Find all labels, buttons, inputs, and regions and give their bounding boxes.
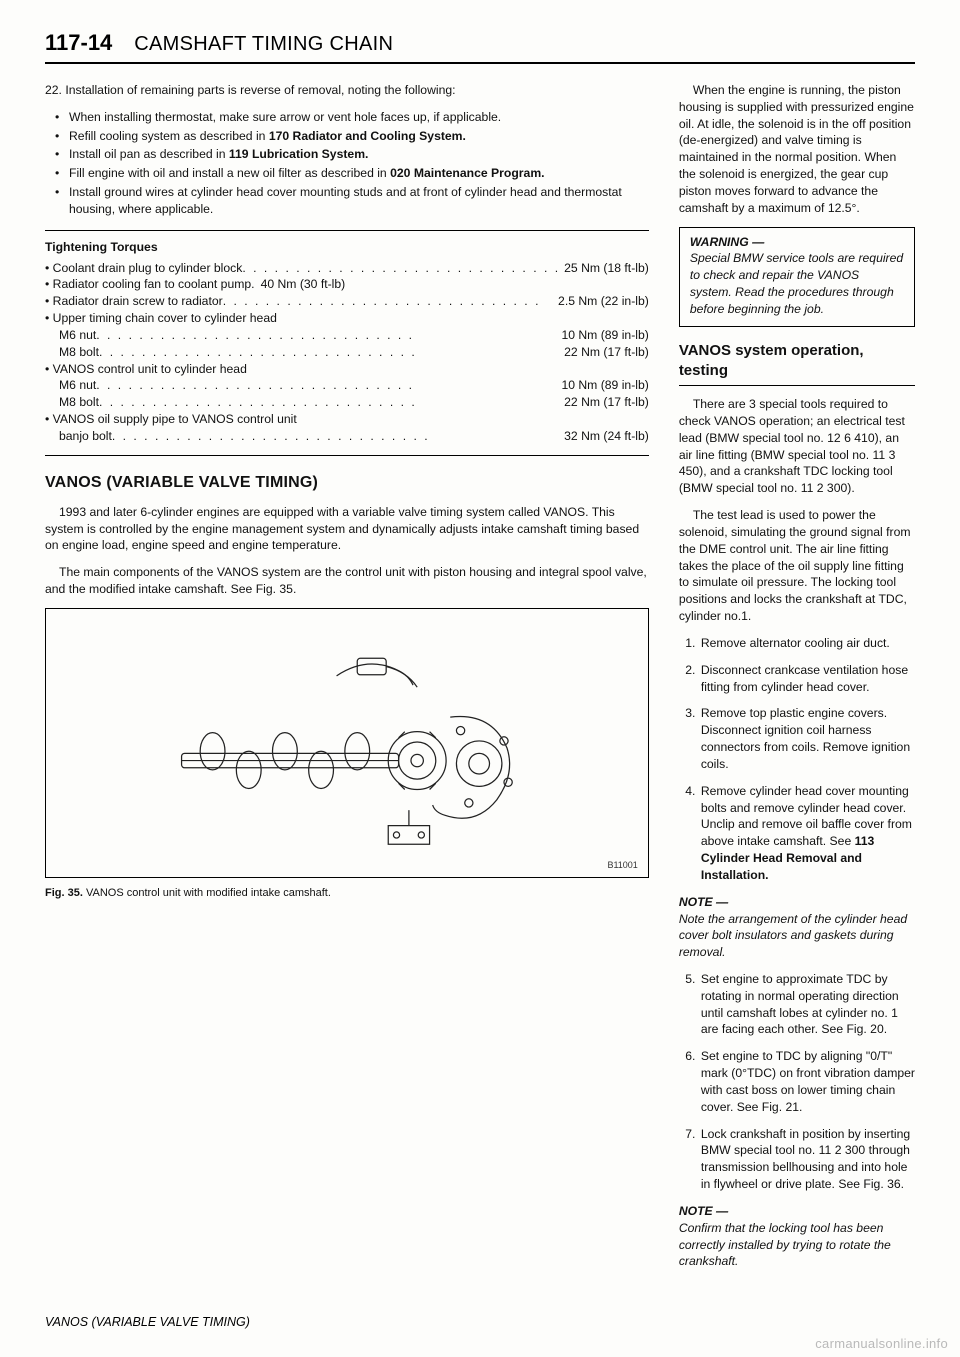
figure-caption: Fig. 35. VANOS control unit with modifie… <box>45 886 649 901</box>
install-step: 22. Installation of remaining parts is r… <box>45 82 649 99</box>
torque-value: 2.5 Nm (22 in-lb) <box>554 293 649 310</box>
divider <box>45 230 649 231</box>
bullet-item: Refill cooling system as described in 17… <box>59 128 649 145</box>
dot-leader <box>242 260 560 277</box>
warning-body: Special BMW service tools are required t… <box>690 250 904 317</box>
dot-leader <box>112 428 560 445</box>
torque-row: M6 nut 10 Nm (89 in-lb) <box>45 327 649 344</box>
note-body: Note the arrangement of the cylinder hea… <box>679 912 907 960</box>
step-number: 22. <box>45 83 62 97</box>
vanos-heading: VANOS (VARIABLE VALVE TIMING) <box>45 472 649 494</box>
torque-group-title: • Upper timing chain cover to cylinder h… <box>45 310 649 327</box>
footer-section-title: VANOS (VARIABLE VALVE TIMING) <box>45 1315 250 1329</box>
intro-paragraph: When the engine is running, the piston h… <box>679 82 915 217</box>
bullet-item: Install ground wires at cylinder head co… <box>59 184 649 218</box>
torque-value: 32 Nm (24 ft-lb) <box>560 428 649 445</box>
torque-group-title: • VANOS control unit to cylinder head <box>45 361 649 378</box>
body-paragraph: The test lead is used to power the solen… <box>679 507 915 625</box>
dot-leader <box>99 394 560 411</box>
torque-row: banjo bolt 32 Nm (24 ft-lb) <box>45 428 649 445</box>
dot-leader <box>96 327 557 344</box>
torque-group-title: • VANOS oil supply pipe to VANOS control… <box>45 411 649 428</box>
step-item: Lock crankshaft in position by inserting… <box>699 1126 915 1193</box>
torque-row: • Radiator drain screw to radiator 2.5 N… <box>45 293 649 310</box>
dot-leader <box>99 344 560 361</box>
torque-row: • Coolant drain plug to cylinder block 2… <box>45 260 649 277</box>
subsection-heading: VANOS system operation, testing <box>679 341 915 386</box>
torque-value: 10 Nm (89 in-lb) <box>557 377 648 394</box>
figure-number: Fig. 35. <box>45 887 83 899</box>
torque-label: M6 nut <box>59 327 96 344</box>
note-label: NOTE — <box>679 895 728 909</box>
left-column: 22. Installation of remaining parts is r… <box>45 82 649 1280</box>
torque-row: M8 bolt 22 Nm (17 ft-lb) <box>45 344 649 361</box>
manual-page: 117-14 CAMSHAFT TIMING CHAIN 22. Install… <box>0 0 960 1357</box>
torques-heading: Tightening Torques <box>45 239 649 256</box>
step-item: Remove cylinder head cover mounting bolt… <box>699 783 915 884</box>
torque-label: M8 bolt <box>59 394 99 411</box>
note-block: NOTE — Confirm that the locking tool has… <box>679 1203 915 1270</box>
step-item: Set engine to approximate TDC by rotatin… <box>699 971 915 1038</box>
dot-leader <box>223 293 554 310</box>
page-header: 117-14 CAMSHAFT TIMING CHAIN <box>45 30 915 64</box>
torque-list: • Coolant drain plug to cylinder block 2… <box>45 260 649 445</box>
torque-label: • Radiator cooling fan to coolant pump. <box>45 276 255 293</box>
torque-label: banjo bolt <box>59 428 112 445</box>
torque-label: • Radiator drain screw to radiator <box>45 293 223 310</box>
page-number: 117-14 <box>45 30 112 56</box>
camshaft-illustration <box>56 619 638 867</box>
warning-title: WARNING — <box>690 234 904 251</box>
page-title: CAMSHAFT TIMING CHAIN <box>134 33 393 56</box>
figure-text: VANOS control unit with modified intake … <box>83 887 331 899</box>
torque-value: 22 Nm (17 ft-lb) <box>560 394 649 411</box>
procedure-steps-cont: Set engine to approximate TDC by rotatin… <box>679 971 915 1193</box>
figure-box: B11001 <box>45 608 649 878</box>
divider <box>45 455 649 456</box>
bullet-item: When installing thermostat, make sure ar… <box>59 109 649 126</box>
step-item: Remove alternator cooling air duct. <box>699 635 915 652</box>
note-body: Confirm that the locking tool has been c… <box>679 1221 891 1269</box>
torque-value: 25 Nm (18 ft-lb) <box>560 260 649 277</box>
warning-box: WARNING — Special BMW service tools are … <box>679 227 915 327</box>
two-column-layout: 22. Installation of remaining parts is r… <box>45 82 915 1280</box>
dot-leader <box>96 377 557 394</box>
watermark: carmanualsonline.info <box>815 1336 948 1351</box>
procedure-steps: Remove alternator cooling air duct. Disc… <box>679 635 915 884</box>
body-paragraph: There are 3 special tools required to ch… <box>679 396 915 497</box>
torque-row: M6 nut 10 Nm (89 in-lb) <box>45 377 649 394</box>
right-column: When the engine is running, the piston h… <box>679 82 915 1280</box>
step-item: Disconnect crankcase ventilation hose fi… <box>699 662 915 696</box>
torque-row: M8 bolt 22 Nm (17 ft-lb) <box>45 394 649 411</box>
note-block: NOTE — Note the arrangement of the cylin… <box>679 894 915 961</box>
figure-id: B11001 <box>607 859 637 871</box>
torque-value: 22 Nm (17 ft-lb) <box>560 344 649 361</box>
torque-label: M6 nut <box>59 377 96 394</box>
step-item: Remove top plastic engine covers. Discon… <box>699 705 915 772</box>
install-bullets: When installing thermostat, make sure ar… <box>45 109 649 218</box>
torque-label: • Coolant drain plug to cylinder block <box>45 260 242 277</box>
vanos-paragraph: The main components of the VANOS system … <box>45 564 649 598</box>
vanos-paragraph: 1993 and later 6-cylinder engines are eq… <box>45 504 649 554</box>
step-item: Set engine to TDC by aligning "0/T" mark… <box>699 1048 915 1115</box>
torque-row: • Radiator cooling fan to coolant pump. … <box>45 276 649 293</box>
torque-label: M8 bolt <box>59 344 99 361</box>
note-label: NOTE — <box>679 1204 728 1218</box>
step-text: Installation of remaining parts is rever… <box>65 83 455 97</box>
bullet-item: Fill engine with oil and install a new o… <box>59 165 649 182</box>
torque-value: 10 Nm (89 in-lb) <box>557 327 648 344</box>
bullet-item: Install oil pan as described in 119 Lubr… <box>59 146 649 163</box>
torque-value: 40 Nm (30 ft-lb) <box>255 276 346 293</box>
